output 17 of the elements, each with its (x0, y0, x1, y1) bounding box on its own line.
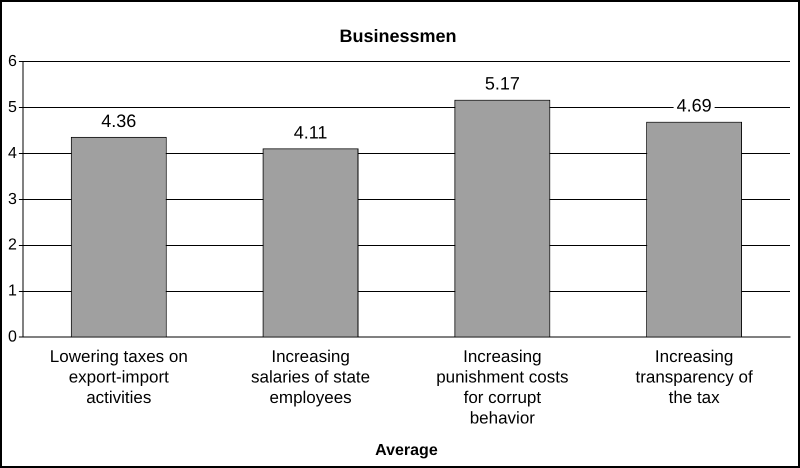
chart-title: Businessmen (339, 26, 457, 46)
y-tick-label: 6 (8, 53, 17, 70)
data-label: 5.17 (484, 74, 520, 94)
data-label: 4.36 (101, 110, 136, 131)
x-tick-label: Lowering taxes on export-import activities (50, 347, 188, 407)
data-label: 4.69 (676, 96, 712, 116)
y-tick-label: 2 (8, 236, 17, 254)
y-tick-label: 1 (8, 282, 17, 300)
x-tick-label: Increasing punishment costs for corrupt behavior (436, 347, 568, 428)
x-tick-label: Increasing transparency of the tax (636, 347, 753, 407)
y-tick-label: 3 (8, 190, 17, 208)
y-tick-label: 0 (8, 328, 17, 346)
x-tick-label: Increasing salaries of state employees (251, 347, 370, 407)
y-tick-label: 5 (8, 98, 17, 116)
y-tick-label: 4 (8, 144, 17, 162)
x-axis-title: Average (375, 442, 438, 459)
data-label: 4.11 (294, 122, 328, 142)
